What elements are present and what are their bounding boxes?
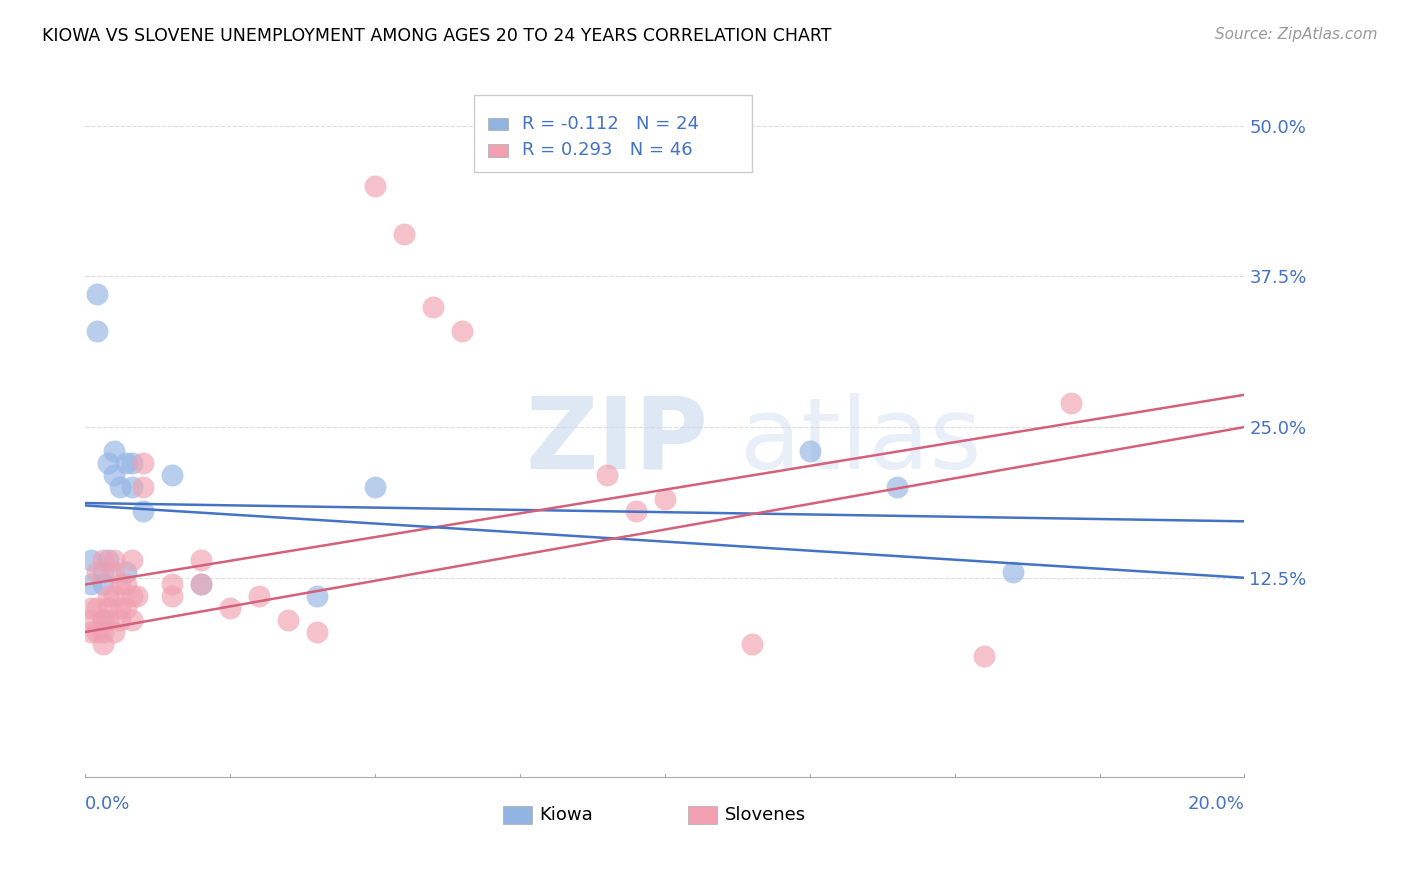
Point [624,504,647,518]
Point [190,552,212,566]
Point [108,480,131,494]
Point [132,480,155,494]
Point [1059,396,1081,410]
Point [422,300,444,314]
Point [115,576,138,591]
Point [80,552,103,566]
Point [886,480,908,494]
Point [80,613,103,627]
Point [307,625,329,640]
Point [219,601,242,615]
Text: R = -0.112   N = 24: R = -0.112 N = 24 [522,115,699,133]
FancyBboxPatch shape [502,806,531,823]
Text: KIOWA VS SLOVENE UNEMPLOYMENT AMONG AGES 20 TO 24 YEARS CORRELATION CHART: KIOWA VS SLOVENE UNEMPLOYMENT AMONG AGES… [42,27,832,45]
Point [86,625,108,640]
Point [451,324,474,338]
Point [364,178,387,193]
Point [973,649,995,664]
Point [121,552,143,566]
Point [97,552,120,566]
Point [596,468,619,483]
Point [190,576,212,591]
Point [86,565,108,579]
Text: Slovenes: Slovenes [725,806,806,824]
Point [103,552,125,566]
Point [80,601,103,615]
Point [160,576,183,591]
Point [103,565,125,579]
FancyBboxPatch shape [688,806,717,823]
Point [108,613,131,627]
Point [91,613,114,627]
Point [103,444,125,458]
Text: ZIP: ZIP [526,392,709,490]
Point [277,613,299,627]
Point [132,504,155,518]
Point [115,456,138,470]
Text: R = 0.293   N = 46: R = 0.293 N = 46 [522,141,693,160]
Text: Kiowa: Kiowa [540,806,593,824]
Point [103,589,125,603]
Point [190,576,212,591]
Point [80,576,103,591]
Point [91,625,114,640]
Point [121,589,143,603]
Point [115,601,138,615]
Text: atlas: atlas [740,392,981,490]
Point [364,480,387,494]
Point [121,613,143,627]
FancyBboxPatch shape [474,95,752,172]
Point [108,576,131,591]
Point [91,613,114,627]
Text: 20.0%: 20.0% [1188,795,1244,813]
Point [103,625,125,640]
Text: 0.0%: 0.0% [86,795,131,813]
Point [127,589,149,603]
Point [654,492,676,507]
Point [108,601,131,615]
FancyBboxPatch shape [488,144,509,157]
Text: Source: ZipAtlas.com: Source: ZipAtlas.com [1215,27,1378,42]
Point [121,456,143,470]
Point [132,456,155,470]
Point [86,287,108,301]
Point [160,468,183,483]
Point [741,637,763,651]
Point [1001,565,1024,579]
FancyBboxPatch shape [488,118,509,130]
Point [91,637,114,651]
Point [799,444,821,458]
Point [86,601,108,615]
Point [392,227,415,242]
Point [91,565,114,579]
Point [91,576,114,591]
Point [247,589,270,603]
Point [160,589,183,603]
Point [97,589,120,603]
Point [115,565,138,579]
Point [307,589,329,603]
Point [80,625,103,640]
Point [103,468,125,483]
Point [91,552,114,566]
Point [97,456,120,470]
Point [97,613,120,627]
Point [86,324,108,338]
Point [121,480,143,494]
Point [97,601,120,615]
